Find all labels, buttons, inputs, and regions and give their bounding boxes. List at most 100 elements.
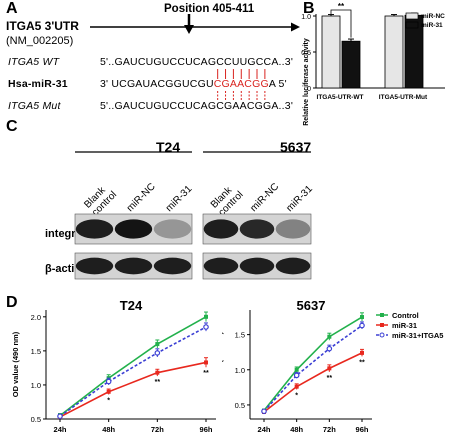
legend-label: miR-31 <box>392 321 417 330</box>
protein-band <box>114 257 153 275</box>
protein-band <box>275 219 311 239</box>
y-tick-label: 0.5 <box>301 50 311 57</box>
protein-band <box>153 257 192 275</box>
luciferase-bar-chart: 0 0.5 1.0 Relative luciferase activity ITGA5… <box>301 2 445 126</box>
x-tick-label: 96h <box>356 425 369 434</box>
seq-wt: 5'..GAUCUGUCCUCAGCCUUGCCA..3' <box>100 56 293 68</box>
row-name-mut: ITGA5 Mut <box>8 100 61 112</box>
x-tick-label: 48h <box>102 425 115 434</box>
significance-mark: ** <box>203 370 209 377</box>
row-name-wt: ITGA5 WT <box>8 56 60 68</box>
legend-marker <box>380 323 384 327</box>
series-line <box>59 361 207 418</box>
x-category-label: ITGA5-UTR-WT <box>317 94 364 101</box>
panel-label-a: A <box>6 0 18 17</box>
data-point <box>155 370 160 375</box>
protein-band <box>203 219 239 239</box>
series-line <box>59 326 207 417</box>
seq-mir-seed: CGAACGG <box>213 78 269 90</box>
chart-title: T24 <box>120 298 143 313</box>
data-point <box>105 378 112 385</box>
seq-mir-post: A 5' <box>268 78 287 90</box>
significance-mark: * <box>295 392 298 399</box>
significance-mark: ** <box>155 379 161 386</box>
legend-swatch <box>405 12 419 20</box>
legend-marker <box>380 313 384 317</box>
data-point <box>327 334 332 339</box>
y-tick-label: 1.0 <box>235 366 245 375</box>
legend-label: Control <box>392 311 419 320</box>
y-tick-label: 1.5 <box>235 331 245 340</box>
data-point <box>57 413 63 420</box>
significance-mark: ** <box>327 375 333 382</box>
lane-label: miR-31 <box>164 183 195 214</box>
series-line <box>59 316 207 417</box>
series-line <box>263 324 363 412</box>
y-tick-label: 2.0 <box>31 313 41 322</box>
seq-mut-5prime: 5'.. <box>100 100 115 112</box>
legend-label: miR-31 <box>421 22 443 29</box>
data-point <box>204 360 208 365</box>
y-axis-label: OD value (490 nm) <box>11 331 20 397</box>
legend-label: miR-NC <box>421 13 445 20</box>
legend-label: miR-31+ITGA5 <box>392 331 443 340</box>
bar <box>341 40 361 89</box>
seq-mir-pre: UCGAUACGGUCGU <box>111 78 214 90</box>
y-axis-label: Relative luciferase activity <box>303 38 310 126</box>
protein-band <box>239 219 275 239</box>
panel-label-c: C <box>6 118 18 135</box>
data-point <box>326 345 333 352</box>
legend-swatch <box>405 21 419 29</box>
protein-band <box>153 219 192 239</box>
seq-mut-pre: GAUCUGUCCUCAGC <box>114 100 225 112</box>
chart-title: 5637 <box>297 298 326 313</box>
utr-arrowhead <box>291 22 300 32</box>
seq-wt-site: CUUGCCA <box>224 56 279 68</box>
lane-label: miR-NC <box>248 181 281 214</box>
data-point <box>360 350 364 355</box>
significance-mark: * <box>107 397 110 404</box>
accession-label: (NM_002205) <box>6 35 74 47</box>
x-tick-label: 48h <box>290 425 303 434</box>
series-line <box>263 316 363 412</box>
data-point <box>294 367 299 372</box>
x-category-label: ITGA5-UTR-Mut <box>379 94 428 101</box>
seq-mir-3prime: 3' <box>100 78 109 90</box>
row-name-mir: Hsa-miR-31 <box>8 78 68 90</box>
legend-marker <box>379 332 385 338</box>
western-blot: Blankcontrol miR-NC miR-31 Blankcontrol miR-… <box>74 151 315 280</box>
position-arrowhead <box>184 25 194 34</box>
protein-band <box>75 219 114 239</box>
lane-label: Blankcontrol <box>209 182 246 219</box>
data-point <box>293 372 300 379</box>
seq-mut: 5'..GAUCUGUCCUCAGCGAACGGA..3' <box>100 100 293 112</box>
y-tick-label: 1.0 <box>301 14 311 21</box>
data-point <box>155 342 160 347</box>
seq-mut-site: GAACGGA <box>224 100 279 112</box>
od-line-chart-t24: T24 0.5 1.0 1.5 2.0 OD value (490 nm) 24h 48h 72… <box>11 298 216 434</box>
x-tick-label: 24h <box>54 425 67 434</box>
seq-mir: 3' UCGAUACGGUCGUCGAACGGA 5' <box>100 78 287 90</box>
seq-wt-pre: GAUCUGUCCUCAGC <box>114 56 225 68</box>
cell-line-5637: 5637 <box>280 139 312 155</box>
seq-wt-5prime: 5'.. <box>100 56 115 68</box>
data-point <box>359 322 365 329</box>
y-tick-label: 0.5 <box>31 415 41 424</box>
cell-line-t24: T24 <box>156 139 181 155</box>
significance-bracket <box>330 9 352 38</box>
data-point <box>204 314 208 319</box>
protein-band <box>239 257 275 275</box>
data-point <box>360 315 364 320</box>
bar <box>321 15 341 89</box>
lane-label: miR-31 <box>284 183 315 214</box>
y-tick-label: 1.5 <box>31 347 41 356</box>
protein-band <box>275 257 311 275</box>
protein-band <box>75 257 114 275</box>
x-tick-label: 96h <box>200 425 213 434</box>
od-line-chart-5637: 5637 0.5 1.0 1.5 OD value (490 nm) 24h 48h 72h 9… <box>222 298 443 434</box>
data-point <box>203 324 209 330</box>
protein-band <box>114 219 153 239</box>
seq-mut-post: ..3' <box>278 100 294 112</box>
data-point <box>154 350 161 356</box>
data-point <box>294 384 299 389</box>
